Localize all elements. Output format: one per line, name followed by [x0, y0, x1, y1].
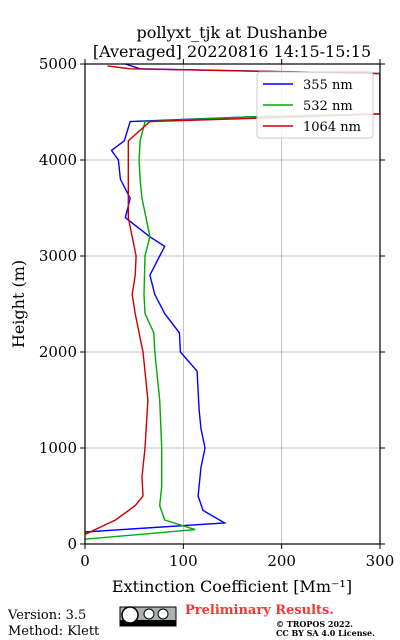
series-line [85, 113, 380, 540]
y-tick-label: 3000 [39, 247, 77, 265]
chart-subtitle: [Averaged] 20220816 14:15-15:15 [93, 42, 371, 61]
version: Version: 3.5 [7, 608, 86, 623]
legend-label: 532 nm [303, 99, 353, 114]
license: CC BY SA 4.0 License. [276, 628, 375, 638]
preliminary: Preliminary Results. [185, 603, 334, 618]
x-tick-label: 0 [80, 552, 90, 570]
y-axis-label: Height (m) [9, 260, 28, 348]
x-tick-label: 100 [169, 552, 198, 570]
x-tick-label: 200 [267, 552, 296, 570]
y-tick-label: 4000 [39, 151, 77, 169]
legend-box [256, 71, 374, 139]
y-tick-label: 2000 [39, 343, 77, 361]
chart-title: pollyxt_tjk at Dushanbe [136, 23, 327, 42]
y-tick-label: 0 [67, 535, 77, 553]
x-axis-label: Extinction Coefficient [Mm⁻¹] [112, 577, 352, 596]
y-tick-label: 5000 [39, 55, 77, 73]
cc-icon [119, 606, 177, 627]
copyright: © TROPOS 2022. [276, 619, 353, 629]
legend-label: 355 nm [303, 78, 353, 93]
method: Method: Klett [8, 624, 100, 639]
plot-frame [84, 63, 381, 545]
y-tick-label: 1000 [39, 439, 77, 457]
x-tick-label: 300 [366, 552, 395, 570]
legend-label: 1064 nm [303, 120, 361, 135]
